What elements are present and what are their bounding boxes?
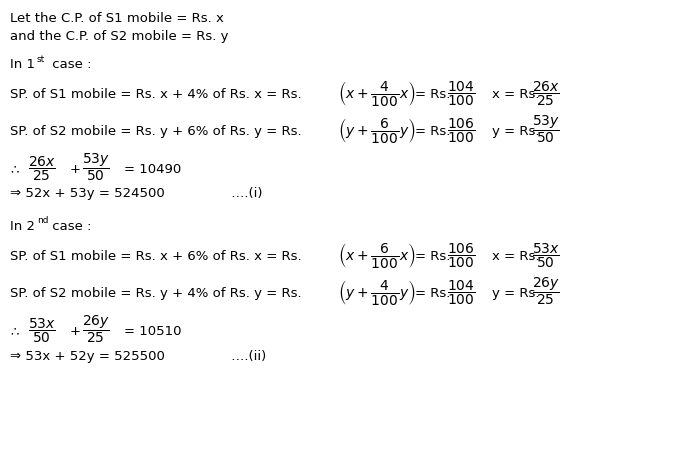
Text: ⇒ 52x + 53y = 524500: ⇒ 52x + 53y = 524500 [10, 187, 165, 200]
Text: st: st [37, 55, 46, 64]
Text: SP. of S1 mobile = Rs. x + 4% of Rs. x = Rs.: SP. of S1 mobile = Rs. x + 4% of Rs. x =… [10, 88, 302, 101]
Text: = Rs.: = Rs. [415, 125, 451, 138]
Text: y = Rs.: y = Rs. [492, 125, 540, 138]
Text: $\dfrac{26y}{25}$: $\dfrac{26y}{25}$ [532, 275, 560, 307]
Text: SP. of S1 mobile = Rs. x + 6% of Rs. x = Rs.: SP. of S1 mobile = Rs. x + 6% of Rs. x =… [10, 250, 302, 263]
Text: y = Rs.: y = Rs. [492, 287, 540, 300]
Text: Let the C.P. of S1 mobile = Rs. x: Let the C.P. of S1 mobile = Rs. x [10, 12, 224, 25]
Text: ….(i): ….(i) [210, 187, 262, 200]
Text: and the C.P. of S2 mobile = Rs. y: and the C.P. of S2 mobile = Rs. y [10, 30, 228, 43]
Text: ∴: ∴ [10, 325, 19, 338]
Text: SP. of S2 mobile = Rs. y + 4% of Rs. y = Rs.: SP. of S2 mobile = Rs. y + 4% of Rs. y =… [10, 287, 302, 300]
Text: $\dfrac{104}{100}$: $\dfrac{104}{100}$ [447, 278, 475, 307]
Text: In 1: In 1 [10, 58, 35, 71]
Text: x = Rs.: x = Rs. [492, 88, 540, 101]
Text: $\left(y+\dfrac{4}{100}y\right)$: $\left(y+\dfrac{4}{100}y\right)$ [338, 278, 415, 307]
Text: $\dfrac{53y}{50}$: $\dfrac{53y}{50}$ [82, 152, 110, 183]
Text: $\dfrac{53y}{50}$: $\dfrac{53y}{50}$ [532, 113, 560, 145]
Text: $\left(x+\dfrac{6}{100}x\right)$: $\left(x+\dfrac{6}{100}x\right)$ [338, 241, 415, 270]
Text: ⇒ 53x + 52y = 525500: ⇒ 53x + 52y = 525500 [10, 350, 165, 363]
Text: ….(ii): ….(ii) [210, 350, 266, 363]
Text: = 10510: = 10510 [124, 325, 181, 338]
Text: $\left(x+\dfrac{4}{100}x\right)$: $\left(x+\dfrac{4}{100}x\right)$ [338, 79, 415, 108]
Text: $\dfrac{53x}{50}$: $\dfrac{53x}{50}$ [28, 316, 56, 345]
Text: $\dfrac{26x}{25}$: $\dfrac{26x}{25}$ [28, 154, 56, 183]
Text: $\dfrac{26x}{25}$: $\dfrac{26x}{25}$ [532, 79, 560, 108]
Text: case :: case : [48, 220, 92, 233]
Text: $\dfrac{104}{100}$: $\dfrac{104}{100}$ [447, 79, 475, 108]
Text: SP. of S2 mobile = Rs. y + 6% of Rs. y = Rs.: SP. of S2 mobile = Rs. y + 6% of Rs. y =… [10, 125, 302, 138]
Text: +: + [70, 325, 81, 338]
Text: nd: nd [37, 216, 48, 225]
Text: case :: case : [48, 58, 92, 71]
Text: ∴: ∴ [10, 163, 19, 176]
Text: = Rs.: = Rs. [415, 88, 451, 101]
Text: $\dfrac{106}{100}$: $\dfrac{106}{100}$ [447, 241, 475, 270]
Text: $\dfrac{26y}{25}$: $\dfrac{26y}{25}$ [82, 313, 110, 345]
Text: x = Rs.: x = Rs. [492, 250, 540, 263]
Text: = 10490: = 10490 [124, 163, 181, 176]
Text: = Rs.: = Rs. [415, 250, 451, 263]
Text: $\left(y+\dfrac{6}{100}y\right)$: $\left(y+\dfrac{6}{100}y\right)$ [338, 116, 415, 145]
Text: In 2: In 2 [10, 220, 35, 233]
Text: $\dfrac{106}{100}$: $\dfrac{106}{100}$ [447, 116, 475, 145]
Text: = Rs.: = Rs. [415, 287, 451, 300]
Text: +: + [70, 163, 81, 176]
Text: $\dfrac{53x}{50}$: $\dfrac{53x}{50}$ [532, 241, 560, 270]
